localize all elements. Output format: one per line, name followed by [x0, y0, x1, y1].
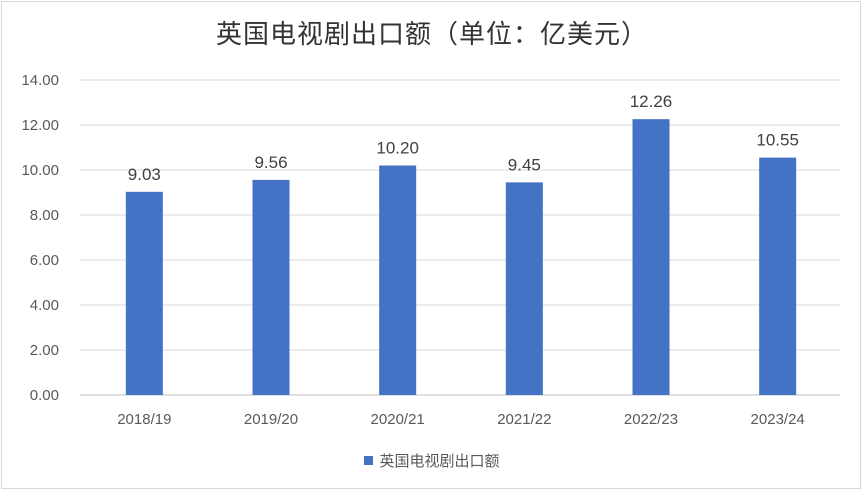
x-tick-label: 2021/22 [497, 411, 551, 428]
data-label: 9.03 [128, 165, 161, 184]
x-tick-label: 2023/24 [751, 411, 805, 428]
y-axis-ticks: 0.00 2.00 4.00 6.00 8.00 10.00 12.00 14.00 [21, 72, 59, 404]
y-tick-label: 10.00 [21, 162, 59, 179]
y-tick-label: 4.00 [30, 297, 59, 314]
data-label: 12.26 [630, 92, 673, 111]
x-tick-label: 2020/21 [371, 411, 425, 428]
chart-title: 英国电视剧出口额（单位：亿美元） [215, 20, 648, 50]
bars [125, 119, 797, 396]
y-tick-label: 2.00 [30, 342, 59, 359]
bar [505, 182, 543, 395]
legend-swatch [364, 456, 374, 465]
data-label: 10.20 [376, 139, 419, 158]
bar [379, 165, 417, 395]
data-labels: 9.03 9.56 10.20 9.45 12.26 10.55 [128, 92, 799, 184]
bar [759, 157, 797, 395]
gridlines [80, 79, 840, 396]
bar [125, 191, 163, 395]
bar [252, 179, 290, 395]
y-tick-label: 12.00 [21, 117, 59, 134]
data-label: 9.45 [508, 155, 541, 174]
x-tick-label: 2019/20 [244, 411, 298, 428]
y-tick-label: 8.00 [30, 207, 59, 224]
bar [632, 119, 670, 396]
y-tick-label: 6.00 [30, 252, 59, 269]
x-tick-label: 2022/23 [624, 411, 678, 428]
y-tick-label: 0.00 [30, 387, 59, 404]
data-label: 10.55 [756, 131, 799, 150]
x-tick-label: 2018/19 [117, 411, 171, 428]
y-tick-label: 14.00 [21, 72, 59, 89]
data-label: 9.56 [254, 153, 287, 172]
legend-label: 英国电视剧出口额 [379, 452, 500, 470]
x-axis-ticks: 2018/19 2019/20 2020/21 2021/22 2022/23 2023/… [117, 411, 805, 428]
legend: 英国电视剧出口额 [0, 450, 864, 471]
